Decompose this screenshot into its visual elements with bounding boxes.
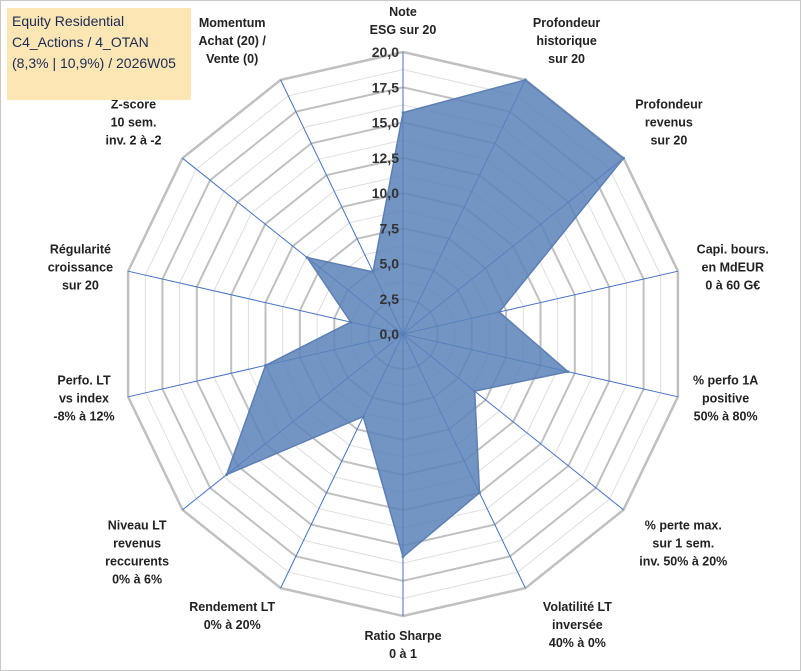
data-point [371,270,375,274]
axis-label-line: Vente (0) [206,52,258,66]
axis-label-line: positive [702,391,749,405]
axis-label-line: 0% à 6% [112,572,162,586]
data-point [225,473,229,477]
axis-label: Ratio Sharpe 0 à 1 [364,629,441,661]
tick-label: 2,5 [380,291,400,307]
tick-label: 5,0 [380,256,400,272]
data-point [349,320,353,324]
axis-label-line: croissance [48,261,113,275]
axis-label: Profondeur historique sur 20 [533,16,600,66]
axis-label-line: inv. 50% à 20% [639,554,727,568]
axis-label-line: Z-score [111,98,156,112]
axis-label-line: 40% à 0% [549,636,606,650]
data-point [264,363,267,367]
tick-label: 20,0 [372,44,399,60]
tick-label: 15,0 [372,115,399,131]
axis-label-line: en MdEUR [702,261,765,275]
axis-label-line: -8% à 12% [53,409,114,423]
axis-label-line: vs index [59,391,109,405]
axis-label-line: Rendement LT [189,600,275,614]
axis-label-line: % perfo 1A [693,373,758,387]
axis-label-line: 10 sem. [111,116,157,130]
axis-label-line: Profondeur [635,98,702,112]
axis-label-line: Volatilité LT [543,600,612,614]
axis-label: Capi. bours. en MdEUR 0 à 60 G€ [697,243,769,293]
axis-label-line: Ratio Sharpe [364,629,441,643]
axis-label-line: ESG sur 20 [370,23,437,37]
axis-label: Z-score 10 sem. inv. 2 à -2 [105,98,161,148]
tick-label: 17,5 [372,79,399,95]
tick-label: 12,5 [372,150,399,166]
axis-label: Momentum Achat (20) / Vente (0) [199,16,267,66]
axis-label-line: % perte max. [645,518,722,532]
axis-label: % perte max. sur 1 sem. inv. 50% à 20% [639,518,727,568]
axis-label-line: reccurents [105,554,169,568]
axis-label: Rendement LT 0% à 20% [189,600,275,632]
title-line-3: (8,3% | 10,9%) / 2026W05 [12,55,176,71]
axis-label-line: 0 à 1 [389,647,417,661]
data-point [361,415,365,419]
tick-label: 0,0 [380,326,400,342]
axis-label: Volatilité LT inversée 40% à 0% [543,600,612,650]
series-area [225,79,625,559]
data-point [478,491,481,495]
axis-label-line: sur 1 sem. [652,536,714,550]
data-point [473,389,477,393]
axis-label-line: historique [536,34,596,48]
axis-label-line: Momentum [199,16,266,30]
axis-label-line: Profondeur [533,16,600,30]
title-line-2: C4_Actions / 4_OTAN [12,34,149,50]
axis-label-line: 0 à 60 G€ [705,279,760,293]
data-point [305,256,309,259]
axis-label-line: Perfo. LT [57,373,111,387]
axis-label-line: inv. 2 à -2 [105,134,161,148]
axis-label: Note ESG sur 20 [370,5,437,37]
axis-label-line: sur 20 [548,52,585,66]
data-point [401,555,405,559]
chart-title-box: Equity Residential C4_Actions / 4_OTAN (… [7,8,191,100]
data-point [523,78,527,82]
axis-label-line: Niveau LT [108,518,167,532]
tick-label: 7,5 [380,220,400,236]
data-point [497,310,501,314]
axis-label-line: revenus [645,116,693,130]
axis-label-line: sur 20 [650,134,687,148]
axis-label: Régularité croissance sur 20 [48,243,113,293]
axis-label-line: inversée [552,618,603,632]
axis-label: Profondeur revenus sur 20 [635,98,702,148]
axis-label: Perfo. LT vs index -8% à 12% [53,373,114,423]
title-line-1: Equity Residential [12,13,125,29]
tick-label: 10,0 [372,185,399,201]
axis-label-line: Achat (20) / [199,34,267,48]
axis-label: Niveau LT revenus reccurents 0% à 6% [105,518,169,586]
axis-label-line: sur 20 [62,279,99,293]
axis-label-line: Capi. bours. [697,243,769,257]
data-point [566,370,570,374]
axis-label-line: 0% à 20% [204,618,261,632]
axis-label-line: Régularité [50,243,111,257]
axis-label: % perfo 1A positive 50% à 80% [693,373,758,423]
axis-label-line: 50% à 80% [694,409,758,423]
data-point [401,111,405,115]
axis-label-line: Note [389,5,417,19]
axis-label-line: revenus [113,536,161,550]
data-point [622,156,625,160]
